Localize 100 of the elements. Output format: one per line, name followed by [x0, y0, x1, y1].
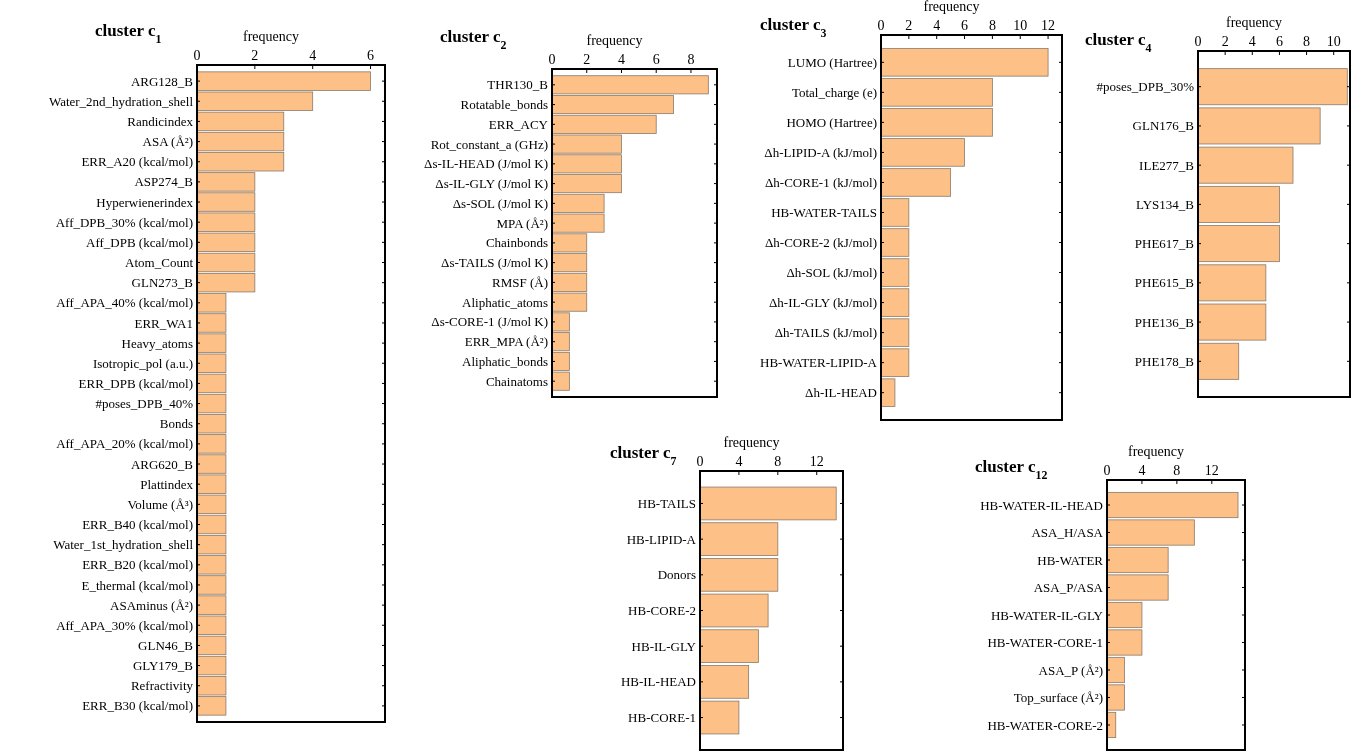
- x-tick-label: 4: [735, 454, 743, 469]
- y-tick-label: Rotatable_bonds: [460, 97, 548, 113]
- y-tick-label: LUMO (Hartree): [787, 54, 877, 70]
- y-tick-label: HB-IL-GLY: [631, 638, 697, 654]
- y-tick-label: E_thermal (kcal/mol): [81, 577, 193, 593]
- y-tick-label: ERR_DPB (kcal/mol): [78, 375, 193, 391]
- y-tick-label: Randicindex: [127, 113, 194, 129]
- chart-title: cluster c$_{1}$: [95, 21, 162, 46]
- y-tick-label: Aff_APA_40% (kcal/mol): [56, 295, 193, 311]
- y-tick-label: Aff_DPB_30% (kcal/mol): [55, 214, 193, 230]
- y-tick-label: Aff_APA_30% (kcal/mol): [56, 617, 193, 633]
- y-tick-label: GLN46_B: [138, 637, 194, 653]
- y-tick-label: Δh-LIPID-A (kJ/mol): [764, 144, 877, 160]
- y-tick-label: ERR_WA1: [134, 315, 193, 331]
- bar: [1197, 185, 1280, 223]
- y-tick-label: HB-WATER-LIPID-A: [760, 355, 878, 371]
- y-tick-label: Volume (Å³): [127, 496, 193, 512]
- chart-title: cluster c$_{2}$: [440, 27, 507, 52]
- x-tick-label: 6: [1275, 34, 1283, 49]
- y-tick-label: PHE136_B: [1134, 314, 1195, 330]
- y-tick-label: Δs-IL-GLY (J/mol K): [435, 176, 548, 192]
- y-tick-label: PHE617_B: [1134, 236, 1195, 252]
- x-axis-title: frequency: [923, 0, 980, 14]
- y-tick-label: HB-CORE-2: [628, 603, 696, 619]
- y-tick-label: Chainatoms: [485, 373, 548, 389]
- x-tick-label: 0: [877, 18, 885, 33]
- x-tick-label: 0: [1103, 463, 1111, 478]
- bar: [1197, 225, 1280, 263]
- y-tick-label: ASAminus (Å²): [110, 597, 193, 613]
- x-tick-label: 10: [1326, 34, 1341, 49]
- y-tick-label: Δh-IL-HEAD: [805, 385, 877, 401]
- y-tick-label: Bonds: [159, 416, 193, 432]
- y-tick-label: MPA (Å²): [496, 215, 548, 231]
- y-tick-label: Rot_constant_a (GHz): [430, 136, 548, 152]
- y-tick-label: Total_charge (e): [791, 84, 877, 100]
- y-tick-label: Refractivity: [130, 678, 194, 694]
- y-tick-label: ARG128_B: [130, 73, 194, 89]
- y-tick-label: Hyperwienerindex: [96, 194, 194, 210]
- y-tick-label: ASP274_B: [134, 174, 194, 190]
- y-tick-label: ERR_A20 (kcal/mol): [81, 154, 193, 170]
- y-tick-label: HB-WATER-IL-GLY: [990, 607, 1104, 623]
- y-tick-label: Top_surface (Å²): [1013, 690, 1103, 706]
- y-tick-label: ASA_H/ASA: [1031, 525, 1104, 541]
- y-tick-label: Donors: [657, 567, 696, 583]
- x-tick-label: 8: [774, 454, 782, 469]
- y-tick-label: GLN176_B: [1132, 118, 1195, 134]
- y-tick-label: LYS134_B: [1136, 196, 1195, 212]
- y-tick-label: HB-WATER: [1037, 552, 1104, 568]
- x-tick-label: 10: [1013, 18, 1028, 33]
- y-tick-label: ERR_B20 (kcal/mol): [82, 557, 193, 573]
- x-tick-label: 4: [933, 18, 941, 33]
- y-tick-label: Δs-TAILS (J/mol K): [441, 255, 548, 271]
- y-tick-label: Chainbonds: [485, 235, 548, 251]
- x-tick-label: 8: [1173, 463, 1181, 478]
- x-tick-label: 4: [309, 48, 317, 63]
- y-tick-label: Δs-IL-HEAD (J/mol K): [424, 156, 548, 172]
- y-tick-label: Δh-CORE-1 (kJ/mol): [765, 175, 877, 190]
- y-tick-label: HB-WATER-CORE-1: [987, 635, 1103, 651]
- y-tick-label: Plattindex: [140, 476, 194, 492]
- bar: [1197, 68, 1348, 106]
- x-tick-label: 6: [652, 52, 660, 67]
- x-axis-title: frequency: [1226, 15, 1282, 30]
- y-tick-label: ILE277_B: [1139, 157, 1195, 173]
- y-tick-label: Aff_APA_20% (kcal/mol): [56, 436, 193, 452]
- y-tick-label: RMSF (Å): [492, 274, 548, 290]
- y-tick-label: ASA (Å²): [142, 134, 193, 150]
- chart-title: cluster c$_{7}$: [610, 443, 677, 468]
- y-tick-label: Δh-IL-GLY (kJ/mol): [768, 295, 877, 311]
- x-tick-label: 0: [696, 454, 704, 469]
- y-tick-label: ERR_B40 (kcal/mol): [82, 517, 193, 533]
- y-tick-label: ERR_MPA (Å²): [464, 334, 548, 350]
- x-tick-label: 2: [251, 48, 259, 63]
- x-tick-label: 0: [1194, 34, 1202, 49]
- bar: [1197, 342, 1240, 380]
- y-tick-label: Δh-CORE-2 (kJ/mol): [765, 235, 877, 251]
- y-tick-label: HB-WATER-IL-HEAD: [980, 497, 1103, 513]
- chart-title: cluster c$_{12}$: [975, 457, 1048, 482]
- y-tick-label: HB-WATER-CORE-2: [987, 717, 1103, 733]
- x-tick-label: 12: [1204, 463, 1219, 478]
- x-tick-label: 6: [367, 48, 375, 63]
- x-axis-title: frequency: [1128, 444, 1184, 459]
- y-tick-label: HB-WATER-TAILS: [771, 205, 877, 221]
- y-tick-label: Δh-SOL (kJ/mol): [786, 265, 877, 281]
- x-tick-label: 8: [988, 18, 996, 33]
- y-tick-label: THR130_B: [487, 77, 549, 93]
- x-axis-title: frequency: [243, 29, 299, 44]
- x-tick-label: 12: [1041, 18, 1056, 33]
- x-tick-label: 6: [961, 18, 969, 33]
- x-tick-label: 2: [905, 18, 913, 33]
- y-tick-label: ERR_ACY: [488, 116, 549, 132]
- x-tick-label: 4: [617, 52, 625, 67]
- y-tick-label: PHE178_B: [1134, 353, 1195, 369]
- y-tick-label: HB-TAILS: [637, 496, 696, 512]
- x-axis-title: frequency: [586, 33, 643, 48]
- y-tick-label: GLY179_B: [132, 658, 194, 674]
- x-axis-title: frequency: [723, 435, 780, 450]
- x-tick-label: 8: [1303, 34, 1311, 49]
- chart-title: cluster c$_{3}$: [760, 15, 827, 40]
- y-tick-label: Atom_Count: [125, 255, 194, 271]
- y-tick-label: Isotropic_pol (a.u.): [92, 355, 193, 371]
